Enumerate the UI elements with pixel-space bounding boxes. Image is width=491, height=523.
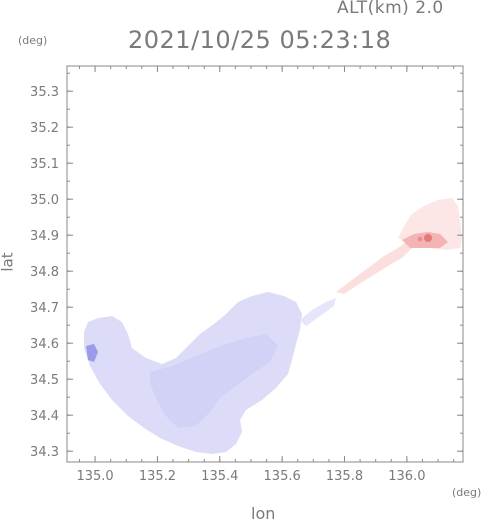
y-tick-label: 34.5 xyxy=(30,373,59,388)
y-tick-label: 34.8 xyxy=(30,265,59,280)
y-tick-label: 35.1 xyxy=(30,157,59,172)
x-tick-label: 135.0 xyxy=(76,469,113,484)
x-tick-label: 136.0 xyxy=(388,469,425,484)
y-tick-label: 35.3 xyxy=(30,85,59,100)
velocity-field xyxy=(84,198,462,454)
y-tick-label: 35.0 xyxy=(30,193,59,208)
y-tick-label: 34.4 xyxy=(30,409,59,424)
x-axis-unit: (deg) xyxy=(452,486,482,499)
channel-region-red xyxy=(336,240,412,294)
y-tick-label: 34.3 xyxy=(30,445,59,460)
x-axis-label: lon xyxy=(251,504,276,523)
lake-biwa-peak xyxy=(424,234,432,242)
altitude-label: ALT(km) 2.0 xyxy=(337,0,444,18)
channel-region-blue xyxy=(300,298,336,326)
osaka-bay-shading xyxy=(150,334,278,428)
y-tick-label: 34.7 xyxy=(30,301,59,316)
y-tick-label: 34.6 xyxy=(30,337,59,352)
x-tick-label: 135.8 xyxy=(326,469,363,484)
plot-frame xyxy=(66,65,464,463)
x-ticks: 135.0 135.2 135.4 135.6 135.8 136.0 xyxy=(76,66,455,484)
lake-biwa-peak-2 xyxy=(417,236,423,242)
timestamp-title: 2021/10/25 05:23:18 xyxy=(128,26,392,54)
x-tick-label: 135.6 xyxy=(264,469,301,484)
y-axis-unit: (deg) xyxy=(18,34,48,47)
x-tick-label: 135.4 xyxy=(201,469,238,484)
x-tick-label: 135.2 xyxy=(139,469,176,484)
y-tick-label: 34.9 xyxy=(30,229,59,244)
y-tick-label: 35.2 xyxy=(30,121,59,136)
osaka-bay-strong xyxy=(86,344,98,362)
y-ticks: 35.3 35.2 35.1 35.0 34.9 34.8 34.7 34.6 34.5 34.4… xyxy=(30,72,463,460)
